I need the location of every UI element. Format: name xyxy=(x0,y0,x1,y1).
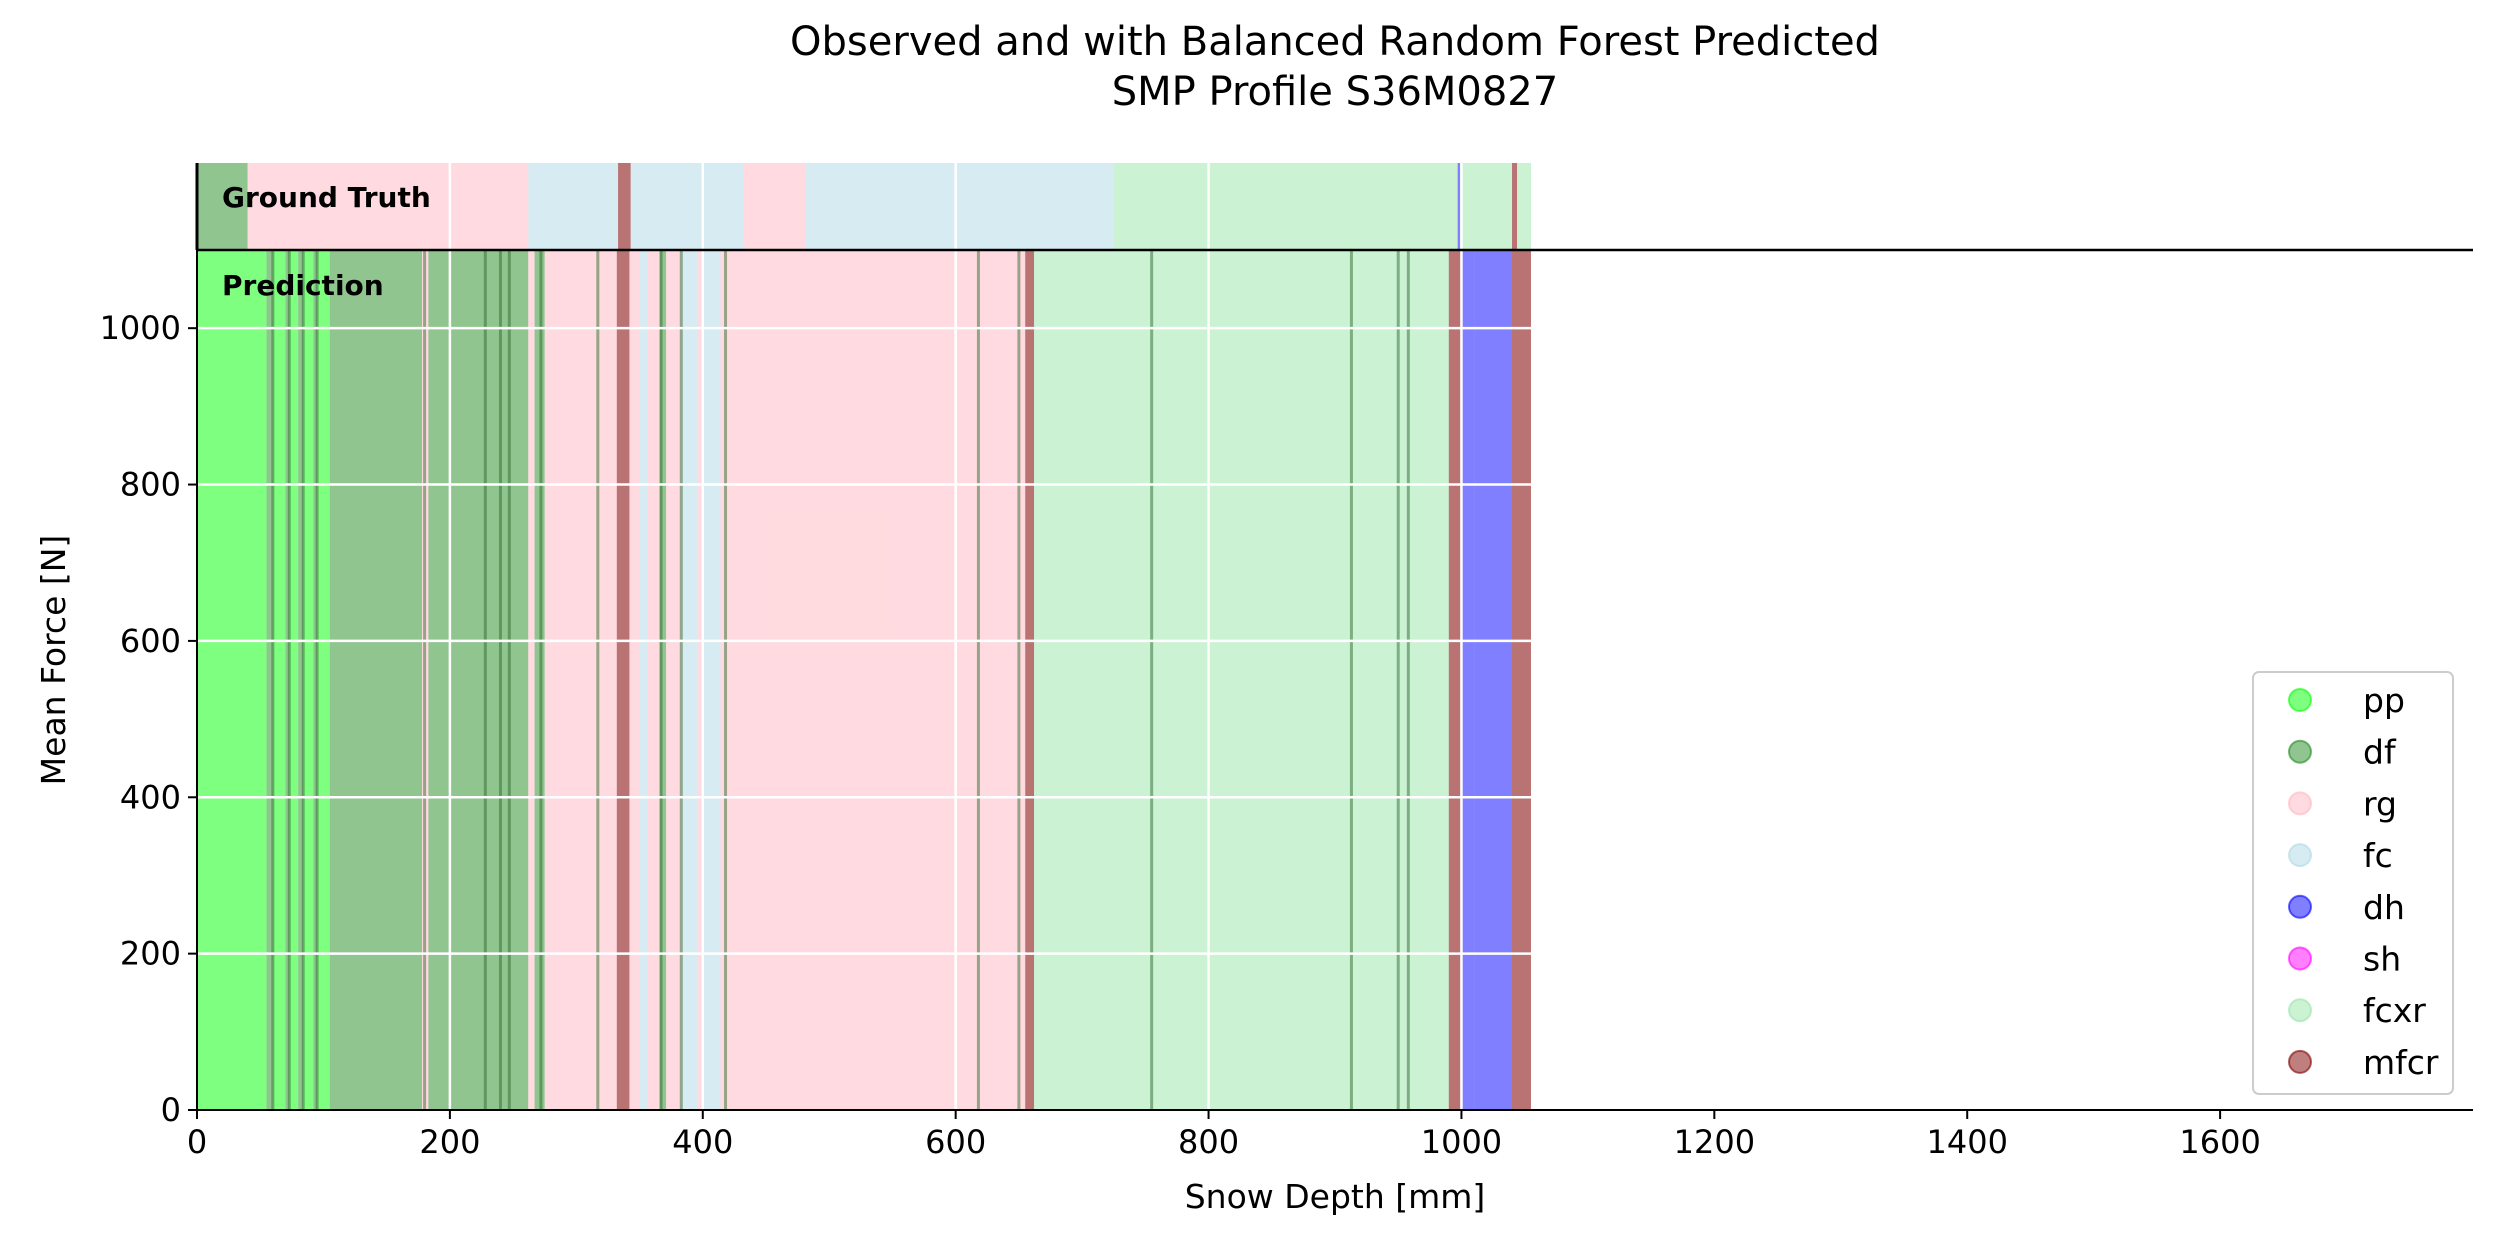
y-axis-label: Mean Force [N] xyxy=(34,535,73,786)
prediction-segment-rg xyxy=(629,250,640,1110)
chart-title-line-1: Observed and with Balanced Random Forest… xyxy=(790,19,1880,65)
prediction-segment-rg xyxy=(697,250,703,1110)
ground-truth-segment-dh xyxy=(1457,163,1461,250)
legend-marker-df xyxy=(2288,739,2312,764)
ground-truth-segment-fc xyxy=(528,163,619,250)
x-tick-label: 400 xyxy=(672,1123,733,1161)
prediction-panel xyxy=(197,250,1531,1110)
x-tick-label: 1000 xyxy=(1421,1123,1502,1161)
y-tick-label: 0 xyxy=(161,1091,181,1129)
y-tick-label: 400 xyxy=(120,778,181,816)
prediction-segment-mfcr xyxy=(1512,250,1531,1110)
legend-label-df: df xyxy=(2363,733,2397,772)
legend-marker-rg xyxy=(2288,791,2312,816)
legend: pp df rg fc dh sh fcxr mfcr xyxy=(2252,671,2454,1095)
legend-label-pp: pp xyxy=(2363,681,2405,720)
legend-label-fcxr: fcxr xyxy=(2363,991,2426,1030)
prediction-segment-mfcr xyxy=(1448,250,1462,1110)
ground-truth-segment-fc xyxy=(630,163,744,250)
x-tick-label: 200 xyxy=(419,1123,480,1161)
prediction-segment-rg xyxy=(553,250,617,1110)
ground-truth-segment-df xyxy=(197,163,248,250)
ground-truth-panel xyxy=(197,163,1531,250)
legend-marker-pp xyxy=(2288,688,2312,712)
grid-lines xyxy=(197,163,1531,1110)
prediction-segment-pp xyxy=(317,250,330,1110)
legend-frame xyxy=(2252,671,2454,1095)
prediction-segment-dh xyxy=(1474,250,1513,1110)
legend-label-mfcr: mfcr xyxy=(2363,1043,2439,1082)
x-tick-label: 1600 xyxy=(2179,1123,2260,1161)
legend-marker-dh xyxy=(2288,894,2312,919)
prediction-segment-fcxr xyxy=(1069,250,1449,1110)
prediction-segment-rg xyxy=(720,250,735,1110)
prediction-segment-rg xyxy=(528,250,535,1110)
prediction-segment-pp xyxy=(272,250,286,1110)
prediction-segment-df xyxy=(659,250,667,1110)
legend-label-dh: dh xyxy=(2363,888,2405,927)
prediction-segment-fc xyxy=(639,250,648,1110)
prediction-label: Prediction xyxy=(222,269,384,302)
prediction-segment-rg xyxy=(734,250,1007,1110)
y-tick-labels: 0 200 400 600 800 1000 xyxy=(100,309,197,1129)
ground-truth-label: Ground Truth xyxy=(222,181,431,214)
legend-marker-sh xyxy=(2288,946,2312,971)
chart-title-line-2: SMP Profile S36M0827 xyxy=(1112,69,1558,115)
legend-marker-mfcr xyxy=(2288,1049,2312,1074)
x-tick-labels: 0 200 400 600 800 1000 1200 1400 1600 xyxy=(187,1110,2261,1161)
prediction-segment-fc xyxy=(702,250,721,1110)
prediction-segment-pp xyxy=(197,250,267,1110)
prediction-segment-mfcr xyxy=(1025,250,1035,1110)
ground-truth-segment-mfcr xyxy=(618,163,631,250)
prediction-segment-df xyxy=(329,250,423,1110)
axes xyxy=(195,163,2473,1111)
ground-truth-segment-fcxr xyxy=(1460,163,1513,250)
legend-marker-fc xyxy=(2288,843,2312,868)
prediction-segment-rg xyxy=(666,250,682,1110)
prediction-segment-mfcr xyxy=(616,250,630,1110)
ground-truth-segment-fcxr xyxy=(1517,163,1531,250)
ground-truth-segment-fcxr xyxy=(1113,163,1458,250)
prediction-segment-df xyxy=(313,250,318,1110)
x-tick-label: 800 xyxy=(1178,1123,1239,1161)
ground-truth-segment-mfcr xyxy=(1512,163,1518,250)
prediction-segment-df xyxy=(266,250,273,1110)
legend-label-fc: fc xyxy=(2363,836,2393,875)
prediction-segment-pp xyxy=(303,250,314,1110)
prediction-segment-fcxr xyxy=(1034,250,1070,1110)
x-axis-label: Snow Depth [mm] xyxy=(1185,1177,1486,1216)
ground-truth-segment-rg xyxy=(743,163,806,250)
y-tick-label: 1000 xyxy=(100,309,181,347)
prediction-segment-df xyxy=(428,250,529,1110)
prediction-segment-dh xyxy=(1461,250,1475,1110)
prediction-segment-df xyxy=(285,250,290,1110)
x-tick-label: 1400 xyxy=(1927,1123,2008,1161)
x-tick-label: 600 xyxy=(925,1123,986,1161)
prediction-segment-rg xyxy=(1006,250,1026,1110)
legend-label-rg: rg xyxy=(2363,784,2397,823)
prediction-segment-fc xyxy=(681,250,698,1110)
y-tick-label: 200 xyxy=(120,935,181,973)
x-tick-label: 1200 xyxy=(1674,1123,1755,1161)
x-tick-label: 0 xyxy=(187,1123,207,1161)
y-tick-label: 600 xyxy=(120,622,181,660)
ground-truth-segment-fc xyxy=(805,163,1114,250)
prediction-segment-rg xyxy=(544,250,554,1110)
prediction-segment-rg xyxy=(647,250,660,1110)
ground-truth-segment-rg xyxy=(247,163,529,250)
y-tick-label: 800 xyxy=(120,466,181,504)
legend-label-sh: sh xyxy=(2363,940,2401,979)
legend-marker-fcxr xyxy=(2288,998,2312,1023)
prediction-segment-pp xyxy=(289,250,299,1110)
prediction-segment-df xyxy=(298,250,304,1110)
